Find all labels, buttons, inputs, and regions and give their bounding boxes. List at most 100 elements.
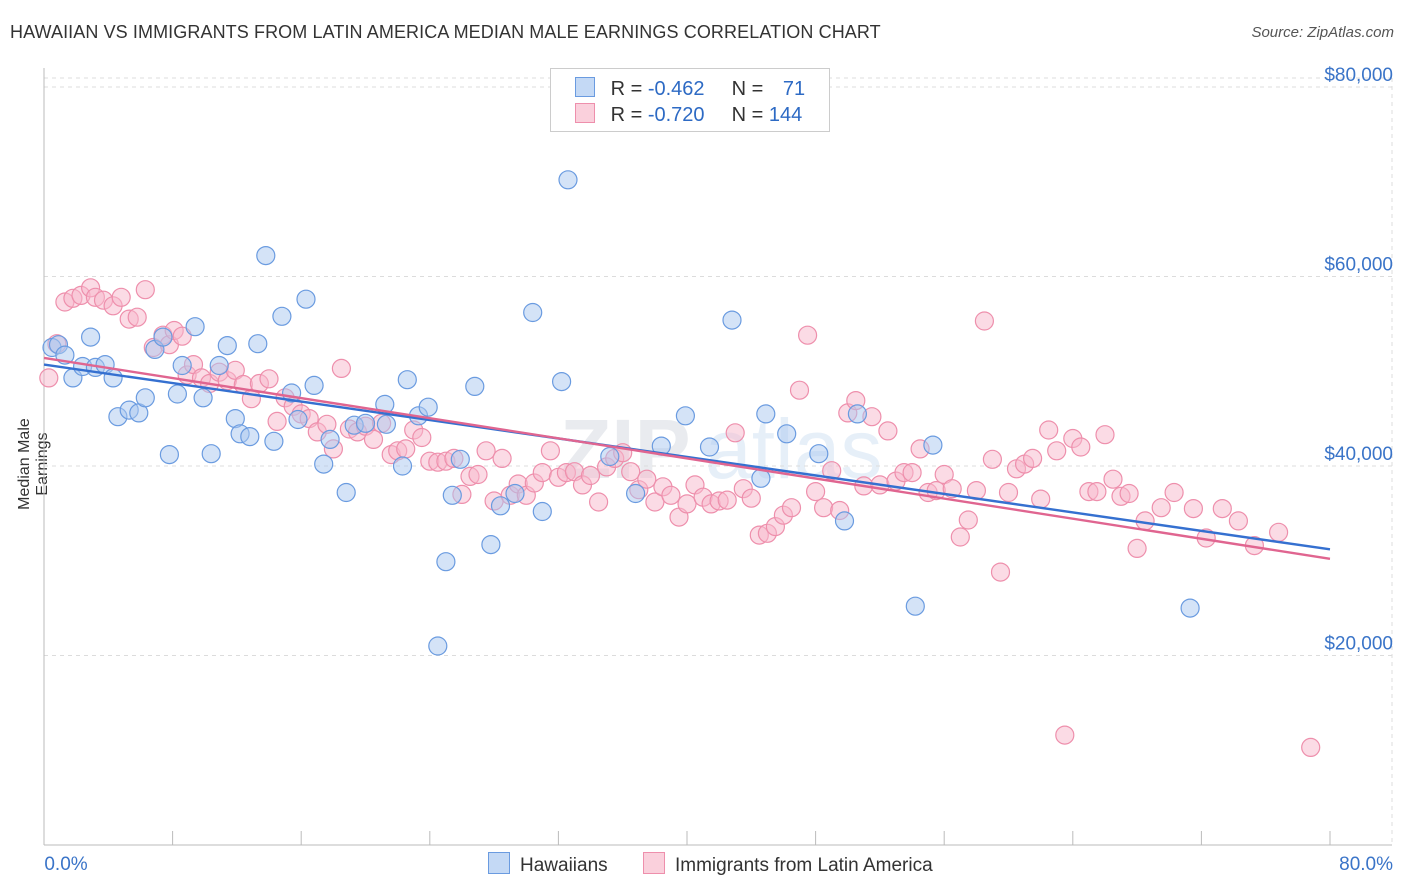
data-point <box>392 456 413 476</box>
legend-row-hawaiians: R = -0.462 N = 71 <box>575 77 806 100</box>
data-point <box>580 465 601 486</box>
data-point <box>600 446 620 467</box>
data-point <box>741 488 761 508</box>
data-point <box>1031 489 1051 509</box>
legend-r-label: R = <box>610 78 648 100</box>
data-point <box>296 289 316 309</box>
data-point <box>1103 469 1123 489</box>
data-point <box>465 376 485 396</box>
data-point <box>675 406 696 426</box>
data-point <box>1087 482 1107 502</box>
data-point <box>822 461 842 481</box>
data-point <box>127 307 147 327</box>
data-point <box>111 287 131 307</box>
data-point <box>428 636 448 656</box>
data-point <box>505 483 525 504</box>
data-point <box>217 336 237 356</box>
data-point <box>677 494 697 514</box>
data-point <box>637 469 657 489</box>
data-point <box>950 527 970 547</box>
data-point <box>1127 538 1147 559</box>
data-point <box>314 454 334 474</box>
data-point <box>809 444 829 464</box>
data-point <box>363 429 384 449</box>
data-point <box>532 501 552 522</box>
data-point <box>1022 448 1043 468</box>
data-point <box>1183 499 1204 519</box>
data-point <box>1164 482 1184 503</box>
data-point <box>1095 425 1115 445</box>
tick-labels: $20,000 $40,000 $60,000 $80,000 0.0% 80.0% <box>44 65 1393 875</box>
data-point <box>153 327 173 347</box>
data-point <box>1071 437 1091 457</box>
data-point <box>1228 511 1249 531</box>
data-point <box>942 479 962 499</box>
data-point <box>240 427 260 447</box>
data-point <box>376 414 396 434</box>
bottom-legend-swatch-pink <box>643 852 665 874</box>
data-point <box>355 413 376 433</box>
legend-n-value: 144 <box>768 104 803 126</box>
x-tick-label: 80.0% <box>1339 854 1393 875</box>
data-point <box>1180 598 1200 618</box>
data-point <box>781 498 802 518</box>
data-point <box>699 437 720 457</box>
data-point <box>982 449 1003 469</box>
data-point <box>172 355 192 376</box>
data-point <box>789 380 810 400</box>
data-point <box>172 326 192 346</box>
data-point <box>336 482 356 503</box>
trend-line-immigrants <box>43 356 1331 561</box>
data-point <box>397 370 417 390</box>
data-point <box>450 449 470 469</box>
data-point <box>259 369 279 389</box>
data-point <box>661 485 681 505</box>
data-point <box>532 463 552 483</box>
data-point <box>201 444 221 464</box>
data-point <box>813 498 834 518</box>
data-point <box>304 375 324 395</box>
legend-n-value: 71 <box>782 78 806 100</box>
legend-row-immigrants: R = -0.720 N = 144 <box>575 103 803 126</box>
data-point <box>185 317 205 337</box>
data-point <box>805 482 826 502</box>
data-point <box>331 358 351 378</box>
data-point <box>288 409 308 430</box>
data-point <box>468 464 488 485</box>
data-point <box>396 439 416 459</box>
data-point <box>193 388 213 408</box>
y-tick-label: $40,000 <box>1324 444 1393 465</box>
bottom-legend-label: Hawaiians <box>520 855 608 876</box>
data-point <box>1039 420 1059 440</box>
trend-lines <box>43 356 1331 561</box>
legend-swatch-pink <box>575 103 595 123</box>
data-point <box>167 384 187 404</box>
legend-n-label: N = <box>731 78 769 100</box>
data-point <box>777 424 797 444</box>
data-point <box>905 596 925 616</box>
legend-n-label: N = <box>731 104 769 126</box>
data-point <box>990 562 1011 582</box>
data-point <box>717 490 737 510</box>
bottom-legend-hawaiians: Hawaiians <box>488 852 608 877</box>
data-point <box>1055 725 1075 745</box>
chart-title: HAWAIIAN VS IMMIGRANTS FROM LATIN AMERIC… <box>10 22 881 42</box>
data-point <box>958 510 978 530</box>
data-point <box>264 431 284 451</box>
data-point <box>209 355 229 376</box>
y-tick-label: $20,000 <box>1324 633 1393 654</box>
data-point <box>481 534 501 555</box>
series-hawaiians <box>42 170 1200 656</box>
data-point <box>320 429 340 449</box>
data-point <box>621 462 641 482</box>
data-point <box>476 441 496 461</box>
data-point <box>902 463 922 483</box>
data-point <box>998 482 1019 503</box>
data-point <box>135 280 155 300</box>
trend-line-hawaiians <box>43 363 1331 551</box>
source-label: Source: ZipAtlas.com <box>1251 24 1394 41</box>
data-point <box>923 435 943 455</box>
data-point <box>248 334 268 354</box>
data-point <box>135 388 155 408</box>
